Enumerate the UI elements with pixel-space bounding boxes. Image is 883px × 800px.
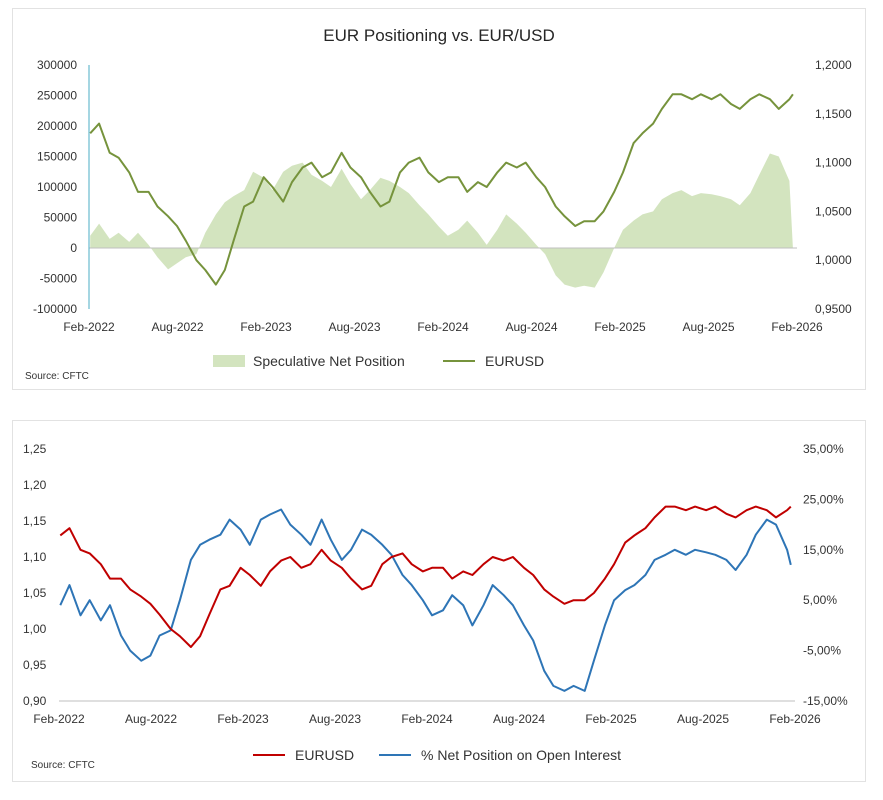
- left-tick-label: 1,10: [23, 550, 47, 564]
- left-axis-ticks: 1,25 1,20 1,15 1,10 1,05 1,00 0,95 0,90: [23, 442, 47, 708]
- x-tick-label: Aug-2024: [493, 712, 545, 726]
- x-tick-label: Feb-2022: [33, 712, 85, 726]
- left-tick-label: 300000: [37, 58, 77, 72]
- legend-eurusd: EURUSD: [295, 747, 354, 763]
- x-tick-label: Feb-2025: [585, 712, 637, 726]
- x-tick-label: Feb-2026: [769, 712, 821, 726]
- source-note: Source: CFTC: [31, 760, 95, 771]
- right-axis-ticks: 1,2000 1,1500 1,1000 1,0500 1,0000 0,9500: [815, 58, 852, 316]
- right-tick-label: 35,00%: [803, 442, 844, 456]
- eurusd-line: [59, 505, 792, 648]
- left-tick-label: 1,05: [23, 586, 47, 600]
- left-tick-label: 1,25: [23, 442, 47, 456]
- left-tick-label: 0: [70, 241, 77, 255]
- right-tick-label: 15,00%: [803, 543, 844, 557]
- legend-net-oi: % Net Position on Open Interest: [421, 747, 621, 763]
- x-tick-label: Aug-2022: [151, 320, 203, 334]
- right-tick-label: 1,1000: [815, 156, 852, 170]
- right-tick-label: 1,2000: [815, 58, 852, 72]
- left-tick-label: -50000: [40, 272, 78, 286]
- legend-net-position: Speculative Net Position: [253, 353, 405, 369]
- net-position-oi-line: [59, 508, 792, 692]
- right-axis-ticks: 35,00% 25,00% 15,00% 5,00% -5,00% -15,00%: [803, 442, 848, 708]
- right-tick-label: -5,00%: [803, 644, 841, 658]
- right-tick-label: 1,0000: [815, 253, 852, 267]
- left-tick-label: 0,95: [23, 658, 47, 672]
- legend-swatch-net-position: [213, 355, 245, 367]
- left-tick-label: 1,20: [23, 478, 47, 492]
- eurusd-line-path: [59, 505, 792, 648]
- left-tick-label: 50000: [44, 211, 78, 225]
- x-tick-label: Aug-2022: [125, 712, 177, 726]
- left-axis-ticks: 300000 250000 200000 150000 100000 50000 0 -500…: [33, 58, 77, 316]
- x-tick-label: Feb-2024: [401, 712, 453, 726]
- right-tick-label: 0,9500: [815, 302, 852, 316]
- x-tick-label: Aug-2025: [677, 712, 729, 726]
- left-tick-label: -100000: [33, 302, 77, 316]
- x-tick-label: Aug-2025: [682, 320, 734, 334]
- left-tick-label: 200000: [37, 119, 77, 133]
- x-tick-label: Feb-2023: [240, 320, 292, 334]
- right-tick-label: 1,1500: [815, 107, 852, 121]
- right-tick-label: -15,00%: [803, 694, 848, 708]
- eurusd-line-path: [89, 93, 794, 286]
- positioning-chart-svg: EUR Positioning vs. EUR/USD 300000 250000…: [25, 26, 852, 382]
- left-tick-label: 1,15: [23, 514, 47, 528]
- legend: Speculative Net Position EURUSD: [213, 353, 544, 369]
- x-tick-label: Aug-2024: [505, 320, 557, 334]
- x-tick-label: Aug-2023: [309, 712, 361, 726]
- x-tick-label: Aug-2023: [328, 320, 380, 334]
- right-tick-label: 25,00%: [803, 492, 844, 506]
- left-tick-label: 1,00: [23, 622, 47, 636]
- left-tick-label: 150000: [37, 150, 77, 164]
- chart-title: EUR Positioning vs. EUR/USD: [323, 26, 554, 45]
- net-position-area: [90, 153, 793, 288]
- net-position-area-fill: [90, 153, 793, 288]
- open-interest-chart-svg: 1,25 1,20 1,15 1,10 1,05 1,00 0,95 0,90 35,00% 2…: [23, 442, 848, 771]
- legend: EURUSD % Net Position on Open Interest: [253, 747, 621, 763]
- legend-eurusd: EURUSD: [485, 353, 544, 369]
- eurusd-line: [89, 93, 794, 286]
- x-tick-label: Feb-2025: [594, 320, 646, 334]
- x-tick-label: Feb-2026: [771, 320, 823, 334]
- positioning-chart-panel: EUR Positioning vs. EUR/USD 300000 250000…: [12, 8, 866, 390]
- left-tick-label: 100000: [37, 180, 77, 194]
- x-axis-ticks: Feb-2022 Aug-2022 Feb-2023 Aug-2023 Feb-2024…: [63, 320, 823, 334]
- source-note: Source: CFTC: [25, 371, 89, 382]
- x-axis-ticks: Feb-2022 Aug-2022 Feb-2023 Aug-2023 Feb-2024…: [33, 712, 821, 726]
- right-tick-label: 5,00%: [803, 593, 837, 607]
- left-tick-label: 0,90: [23, 694, 47, 708]
- x-tick-label: Feb-2024: [417, 320, 469, 334]
- open-interest-chart-panel: 1,25 1,20 1,15 1,10 1,05 1,00 0,95 0,90 35,00% 2…: [12, 420, 866, 782]
- net-position-oi-line-path: [59, 508, 792, 692]
- left-tick-label: 250000: [37, 89, 77, 103]
- right-tick-label: 1,0500: [815, 204, 852, 218]
- x-tick-label: Feb-2023: [217, 712, 269, 726]
- x-tick-label: Feb-2022: [63, 320, 115, 334]
